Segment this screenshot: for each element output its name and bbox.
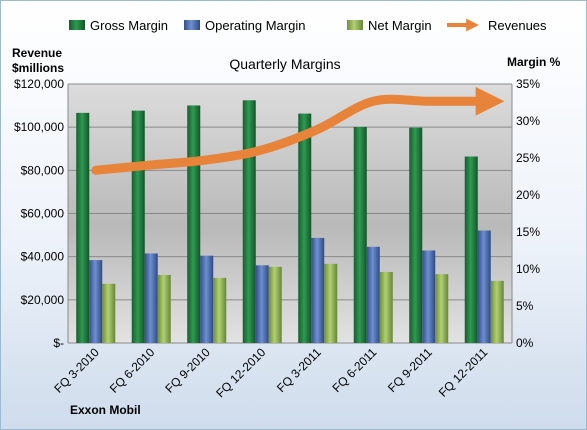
left-axis-tick-label: $60,000 [21, 207, 65, 221]
legend-label-gross-margin: Gross Margin [90, 18, 168, 33]
gross-margin-bar [187, 105, 201, 344]
legend-swatch-gross-margin [69, 20, 85, 30]
revenues-line [91, 86, 505, 175]
net-margin-bar [490, 280, 504, 343]
net-margin-bar [102, 283, 116, 343]
x-axis-category-label: FQ 9-2011 [385, 345, 435, 395]
right-axis-tick-label: 25% [516, 151, 540, 165]
net-margin-bar [379, 271, 393, 343]
right-axis-tick-label: 30% [516, 114, 540, 128]
x-axis-category-label: FQ 12-2010 [213, 345, 268, 400]
left-axis-label: Revenue $millions [12, 46, 64, 75]
right-axis-tick-label: 10% [516, 262, 540, 276]
gross-margin-bar [131, 110, 145, 343]
operating-margin-bar [255, 265, 269, 343]
left-axis-tick-label: $100,000 [14, 120, 64, 134]
operating-margin-bar [144, 253, 158, 343]
x-axis-category-label: FQ 6-2011 [330, 345, 380, 395]
gross-margin-bar [242, 100, 256, 343]
gross-margin-bar [76, 112, 90, 343]
gross-margin-bar [298, 113, 312, 343]
net-margin-bar [157, 274, 171, 343]
right-axis-tick-label: 35% [516, 77, 540, 91]
left-axis-tick-label: $120,000 [14, 77, 64, 91]
left-axis-ticks: $120,000 $100,000 $80,000 $60,000 $40,000 $20… [14, 77, 64, 350]
operating-margin-bar [311, 237, 325, 343]
chart-title: Quarterly Margins [229, 56, 340, 72]
left-axis-tick-label: $80,000 [21, 163, 65, 177]
operating-margin-bar [200, 255, 214, 343]
net-margin-bar [213, 277, 227, 343]
operating-margin-bar [366, 246, 380, 343]
gross-margin-bar [464, 156, 478, 343]
right-axis-tick-label: 5% [516, 299, 534, 313]
operating-margin-bar [422, 250, 436, 343]
left-axis-tick-label: $- [53, 336, 64, 350]
legend-label-operating-margin: Operating Margin [205, 18, 305, 33]
right-axis-label: Margin % [507, 55, 561, 69]
right-axis-tick-label: 0% [516, 336, 534, 350]
operating-margin-bar [477, 230, 491, 343]
x-axis-categories: FQ 3-2010 FQ 6-2010 FQ 9-2010 FQ 12-2010 FQ … [51, 345, 490, 400]
legend: Gross Margin Operating Margin Net Margin… [69, 18, 547, 33]
net-margin-bar [435, 274, 449, 343]
net-margin-bar [324, 263, 338, 343]
right-axis-tick-label: 15% [516, 225, 540, 239]
x-axis-category-label: FQ 12-2011 [436, 345, 491, 400]
operating-margin-bar [89, 260, 103, 343]
legend-swatch-operating-margin [184, 20, 200, 30]
x-axis-category-label: FQ 9-2010 [162, 345, 213, 396]
left-axis-tick-label: $20,000 [21, 293, 65, 307]
legend-swatch-net-margin [347, 20, 363, 30]
legend-label-revenues: Revenues [488, 18, 547, 33]
net-margin-bar [268, 266, 282, 343]
revenue-line-group [91, 86, 505, 175]
legend-label-net-margin: Net Margin [368, 18, 432, 33]
left-axis-tick-label: $40,000 [21, 250, 65, 264]
company-label: Exxon Mobil [70, 403, 141, 417]
x-axis-category-label: FQ 3-2011 [274, 345, 324, 395]
gross-margin-bar [409, 127, 423, 343]
gross-margin-bar [353, 126, 367, 343]
right-axis-tick-label: 20% [516, 188, 540, 202]
right-axis-ticks: 35% 30% 25% 20% 15% 10% 5% 0% [516, 77, 540, 350]
x-axis-category-label: FQ 6-2010 [107, 345, 158, 396]
x-axis-category-label: FQ 3-2010 [51, 345, 102, 396]
